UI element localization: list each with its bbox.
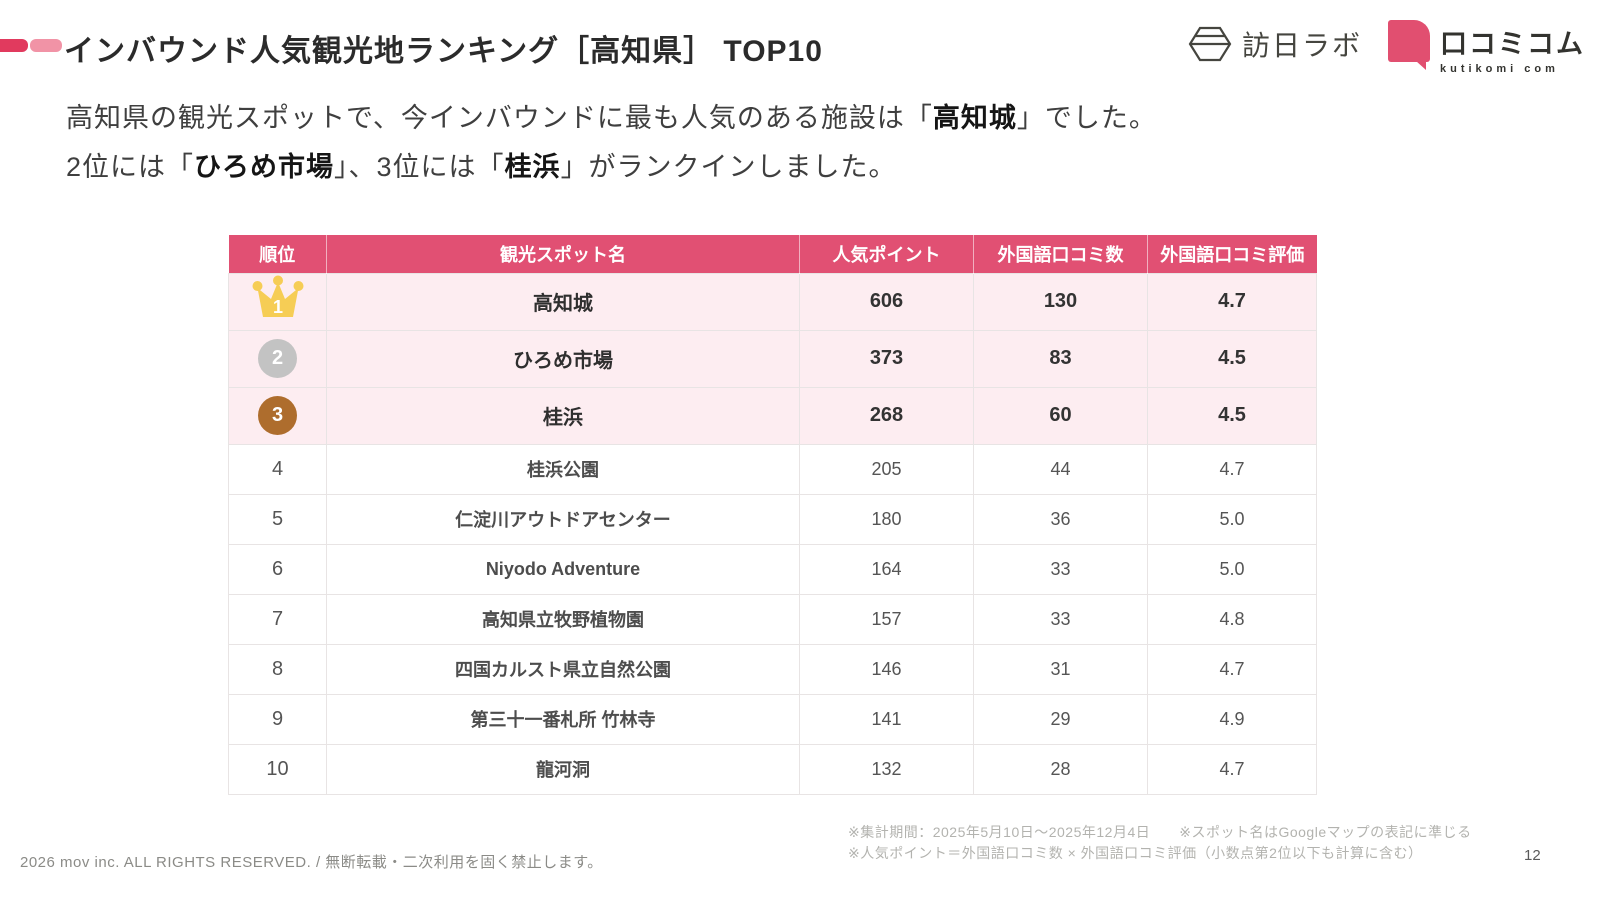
intro-line-2: 2位には「ひろめ市場」、3位には「桂浜」がランクインしました。 [66,152,897,182]
col-header-rank: 順位 [228,235,327,273]
rating-cell: 4.9 [1147,693,1317,745]
reviews-cell: 31 [973,643,1148,695]
points-cell: 373 [799,329,974,388]
spot-name-cell: 第三十一番札所 竹林寺 [326,693,800,745]
points-cell: 164 [799,543,974,595]
rating-cell: 4.8 [1147,593,1317,645]
page-title: インバウンド人気観光地ランキング［高知県］ TOP10 [64,35,823,68]
rank-cell: 7 [228,593,327,645]
rating-cell: 5.0 [1147,543,1317,595]
col-header-rating: 外国語口コミ評価 [1147,235,1317,273]
rank-cell: 4 [228,443,327,495]
col-header-reviews: 外国語口コミ数 [973,235,1148,273]
spot-name-cell: 仁淀川アウトドアセンター [326,493,800,545]
rank-cell: 2 [228,329,327,388]
reviews-cell: 33 [973,593,1148,645]
table-row: 10 龍河洞 132 28 4.7 [228,743,1317,795]
kutikomi-logo-text: 口コミコム [1440,29,1585,59]
table-row: 4 桂浜公園 205 44 4.7 [228,443,1317,495]
rank-badge: 3 [258,396,297,435]
footnote-line-2: ※人気ポイント＝外国語口コミ数 × 外国語口コミ評価（小数点第2位以下も計算に含… [848,845,1423,861]
accent-dash-light [30,39,62,52]
table-row: 7 高知県立牧野植物園 157 33 4.8 [228,593,1317,645]
reviews-cell: 29 [973,693,1148,745]
rating-cell: 4.5 [1147,386,1317,445]
spot-name-cell: 高知城 [326,272,800,331]
ranking-table: 順位 観光スポット名 人気ポイント 外国語口コミ数 外国語口コミ評価 1 高知城… [228,235,1317,795]
table-header-row: 順位 観光スポット名 人気ポイント 外国語口コミ数 外国語口コミ評価 [228,235,1317,273]
rating-cell: 5.0 [1147,493,1317,545]
points-cell: 157 [799,593,974,645]
accent-dash-dark [0,39,28,52]
rank-cell: 8 [228,643,327,695]
footnotes: ※集計期間：2025年5月10日～2025年12月4日 ※スポット名はGoogl… [848,822,1472,864]
rank-cell: 1 [228,272,327,331]
points-cell: 180 [799,493,974,545]
rating-cell: 4.7 [1147,743,1317,795]
kutikomi-logo-subtext: kutikomi com [1440,63,1559,75]
spot-name-cell: 桂浜公園 [326,443,800,495]
table-row: 3 桂浜 268 60 4.5 [228,386,1317,445]
hexagon-icon [1188,25,1232,63]
reviews-cell: 130 [973,272,1148,331]
table-row: 5 仁淀川アウトドアセンター 180 36 5.0 [228,493,1317,545]
ranking-table-body: 1 高知城 606 130 4.7 2 ひろめ市場 373 83 4.5 3 桂浜 268 60 4.5 4… [228,272,1317,795]
rank-cell: 6 [228,543,327,595]
points-cell: 141 [799,693,974,745]
rating-cell: 4.5 [1147,329,1317,388]
table-row: 8 四国カルスト県立自然公園 146 31 4.7 [228,643,1317,695]
intro-text: 高知県の観光スポットで、今インバウンドに最も人気のある施設は「高知城」でした。 … [66,94,1157,192]
points-cell: 205 [799,443,974,495]
title-accent-icon [0,39,62,52]
spot-name-cell: 高知県立牧野植物園 [326,593,800,645]
reviews-cell: 28 [973,743,1148,795]
col-header-name: 観光スポット名 [326,235,800,273]
table-row: 1 高知城 606 130 4.7 [228,272,1317,331]
intro-line-1: 高知県の観光スポットで、今インバウンドに最も人気のある施設は「高知城」でした。 [66,103,1157,133]
table-row: 2 ひろめ市場 373 83 4.5 [228,329,1317,388]
table-row: 6 Niyodo Adventure 164 33 5.0 [228,543,1317,595]
rating-cell: 4.7 [1147,443,1317,495]
rank-cell: 5 [228,493,327,545]
points-cell: 132 [799,743,974,795]
reviews-cell: 44 [973,443,1148,495]
spot-name-cell: 龍河洞 [326,743,800,795]
points-cell: 268 [799,386,974,445]
reviews-cell: 83 [973,329,1148,388]
speech-bubble-icon [1388,20,1430,70]
rank-cell: 10 [228,743,327,795]
svg-text:1: 1 [272,297,282,317]
table-row: 9 第三十一番札所 竹林寺 141 29 4.9 [228,693,1317,745]
reviews-cell: 36 [973,493,1148,545]
spot-name-cell: 桂浜 [326,386,800,445]
crown-icon: 1 [250,275,306,322]
reviews-cell: 60 [973,386,1148,445]
footnote-line-1: ※集計期間：2025年5月10日～2025年12月4日 ※スポット名はGoogl… [848,824,1472,840]
kutikomi-logo: 口コミコム kutikomi com [1388,20,1585,75]
rating-cell: 4.7 [1147,272,1317,331]
col-header-points: 人気ポイント [799,235,974,273]
points-cell: 606 [799,272,974,331]
rank-cell: 3 [228,386,327,445]
spot-name-cell: ひろめ市場 [326,329,800,388]
rank-cell: 9 [228,693,327,745]
honichi-lab-logo-text: 訪日ラボ [1242,30,1363,61]
rating-cell: 4.7 [1147,643,1317,695]
page-number: 12 [1524,847,1541,864]
honichi-lab-logo: 訪日ラボ [1188,24,1362,64]
copyright: 2026 mov inc. ALL RIGHTS RESERVED. / 無断転… [20,854,603,871]
points-cell: 146 [799,643,974,695]
reviews-cell: 33 [973,543,1148,595]
spot-name-cell: 四国カルスト県立自然公園 [326,643,800,695]
rank-badge: 2 [258,339,297,378]
spot-name-cell: Niyodo Adventure [326,543,800,595]
